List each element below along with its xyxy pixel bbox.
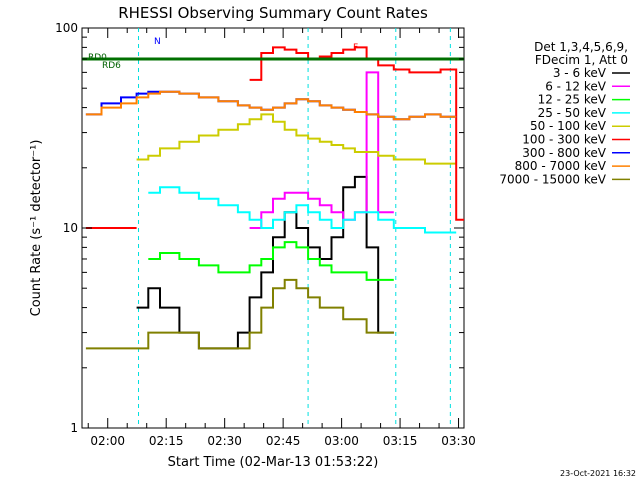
series-layer	[82, 46, 464, 350]
plot-area	[81, 27, 465, 429]
legend-item-label: 800 - 7000 keV	[515, 159, 607, 173]
annotation-rd0: RD0	[88, 53, 107, 63]
legend-item-label: 3 - 6 keV	[553, 66, 607, 80]
y-axis-label: Count Rate (s⁻¹ detector⁻¹)	[29, 140, 44, 317]
x-tick-label: 02:30	[207, 434, 242, 448]
x-tick-label: 03:15	[383, 434, 418, 448]
x-tick-label: 03:30	[441, 434, 476, 448]
annotation-rd6: RD6	[102, 61, 121, 71]
series-7-line	[85, 90, 457, 121]
x-tick-label: 02:45	[266, 434, 301, 448]
series-0-line	[136, 175, 394, 350]
x-axis: 02:00 02:15 02:30 02:45 03:00 03:15 03:30	[87, 28, 476, 448]
legend-header-line-1: Det 1,3,4,5,6,9,	[534, 40, 628, 54]
chart-title: RHESSI Observing Summary Count Rates	[118, 4, 428, 22]
series-1-line	[249, 71, 394, 229]
legend-item-label: 7000 - 15000 keV	[499, 172, 606, 186]
legend-item-label: 6 - 12 keV	[545, 79, 607, 93]
series-5-line	[85, 46, 464, 229]
legend-item-label: 12 - 25 keV	[538, 93, 607, 107]
annotation-n: N	[154, 37, 161, 47]
footer-date: 23-Oct-2021 16:32	[560, 469, 636, 478]
series-2-line	[148, 241, 394, 281]
legend-item-label: 300 - 800 keV	[522, 146, 606, 160]
legend-item-label: 100 - 300 keV	[522, 133, 606, 147]
y-tick-label: 10	[63, 221, 78, 235]
series-8-line	[85, 278, 394, 350]
x-tick-label: 02:00	[90, 434, 125, 448]
series-4-line	[136, 113, 457, 165]
y-tick-label: 1	[70, 421, 78, 435]
legend-item-label: 50 - 100 keV	[530, 119, 607, 133]
y-tick-label: 100	[55, 21, 78, 35]
legend-item-label: 25 - 50 keV	[538, 106, 607, 120]
x-axis-label: Start Time (02-Mar-13 01:53:22)	[168, 455, 379, 470]
annotation-f: F	[353, 43, 358, 53]
x-tick-label: 02:15	[149, 434, 184, 448]
legend-header-line-2: FDecim 1, Att 0	[535, 53, 628, 67]
legend: Det 1,3,4,5,6,9, FDecim 1, Att 0 3 - 6 k…	[499, 40, 630, 186]
series-3-line	[148, 186, 457, 234]
y-axis: 1 10 100	[55, 21, 464, 435]
x-tick-label: 03:00	[324, 434, 359, 448]
